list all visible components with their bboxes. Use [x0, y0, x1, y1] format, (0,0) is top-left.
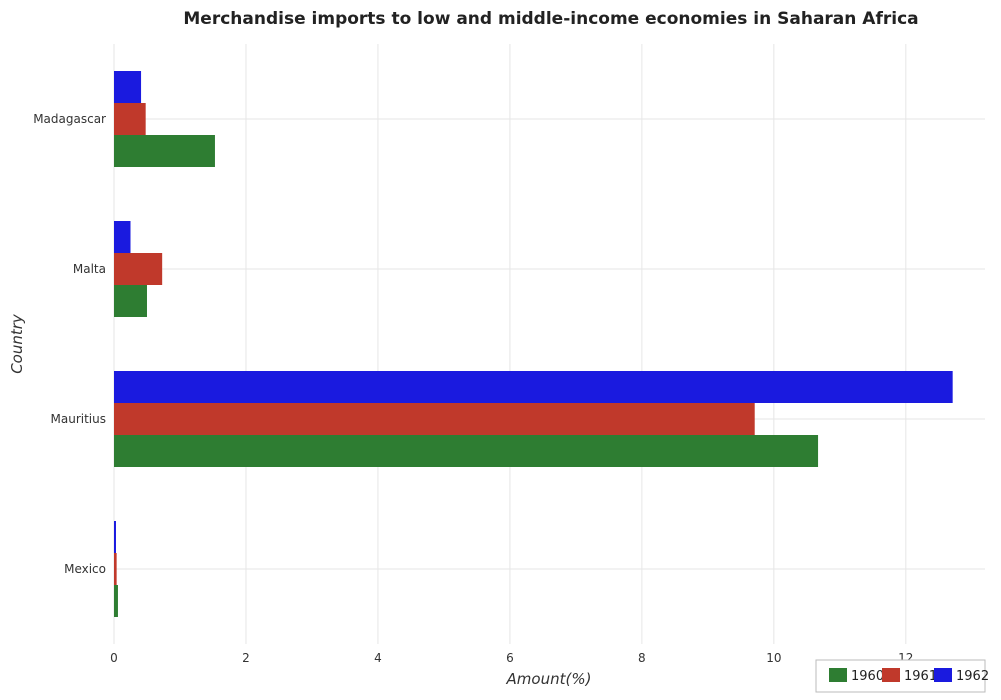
- legend-items: 1960 1961 1962: [829, 668, 989, 684]
- x-tick-labels: 0 2 4 6 8 10 12: [110, 651, 913, 665]
- bar-malta-1962: [114, 221, 131, 253]
- y-tick-label: Malta: [73, 262, 106, 276]
- y-tick-label: Mauritius: [51, 412, 106, 426]
- x-tick-label: 2: [242, 651, 250, 665]
- legend-label-1960: 1960: [851, 669, 884, 684]
- bar-malta-1961: [114, 253, 163, 285]
- x-tick-label: 10: [766, 651, 781, 665]
- bars: [114, 71, 953, 617]
- bar-madagascar-1961: [114, 103, 146, 135]
- bar-mauritius-1962: [114, 371, 953, 403]
- bar-malta-1960: [114, 285, 147, 317]
- grid-lines: [113, 44, 985, 644]
- x-tick-label: 8: [638, 651, 646, 665]
- bar-madagascar-1960: [114, 135, 215, 167]
- chart-title: Merchandise imports to low and middle-in…: [183, 9, 918, 29]
- y-tick-labels: Madagascar Malta Mauritius Mexico: [33, 112, 106, 576]
- x-tick-label: 6: [506, 651, 514, 665]
- bar-mauritius-1960: [114, 435, 819, 467]
- y-tick-label: Mexico: [64, 562, 106, 576]
- bar-madagascar-1962: [114, 71, 142, 103]
- y-tick-label: Madagascar: [33, 112, 106, 126]
- bar-mauritius-1961: [114, 403, 755, 435]
- legend-swatch-1961: [882, 668, 900, 682]
- legend-label-1962: 1962: [956, 669, 989, 684]
- y-axis-label: Country: [8, 313, 26, 374]
- legend: 1960 1961 1962: [815, 659, 989, 693]
- bar-mexico-1960: [114, 585, 118, 617]
- legend-swatch-1960: [829, 668, 847, 682]
- x-tick-label: 4: [374, 651, 382, 665]
- bar-mexico-1961: [114, 553, 117, 585]
- plot-background: [114, 44, 985, 644]
- plot-area: [113, 44, 985, 644]
- x-tick-label: 0: [110, 651, 118, 665]
- legend-label-1961: 1961: [904, 669, 937, 684]
- x-axis-label: Amount(%): [506, 670, 592, 688]
- legend-swatch-1962: [934, 668, 952, 682]
- bar-mexico-1962: [114, 521, 116, 553]
